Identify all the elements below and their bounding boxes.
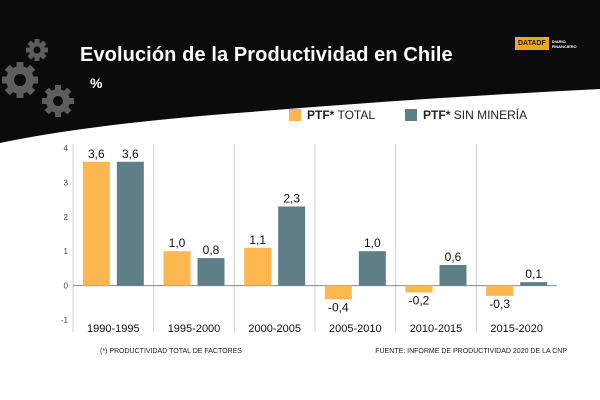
data-label: -0,4 <box>328 300 349 314</box>
data-label: 0,1 <box>525 267 542 281</box>
data-label: 3,6 <box>88 147 105 161</box>
gears-icon <box>2 39 74 117</box>
bar-sin-mineria <box>278 206 306 286</box>
data-label: 1,1 <box>249 233 266 247</box>
brand-mark: DATADF <box>515 37 549 50</box>
brand-logo: DATADF DIARIO FINANCIERO <box>515 37 578 50</box>
y-tick-label: -1 <box>61 316 69 325</box>
legend-item-total: PTF* TOTAL <box>289 108 375 122</box>
chart-legend: PTF* TOTAL PTF* SIN MINERÍA <box>289 108 557 122</box>
y-tick-label: 4 <box>64 144 69 153</box>
legend-prefix-total: PTF* <box>307 108 335 122</box>
legend-swatch-total <box>289 109 301 121</box>
bar-sin-mineria <box>116 161 144 286</box>
y-tick-label: 2 <box>64 213 69 222</box>
bar-sin-mineria <box>520 282 548 286</box>
y-tick-label: 1 <box>64 247 69 256</box>
banner-shape <box>0 0 600 143</box>
x-tick-label: 2000-2005 <box>248 323 301 335</box>
y-tick-label: 0 <box>64 282 69 291</box>
bar-sin-mineria <box>197 258 225 286</box>
x-tick-label: 1990-1995 <box>87 323 140 335</box>
bar-total <box>163 251 191 286</box>
y-tick-label: 3 <box>64 178 69 187</box>
data-label: 2,3 <box>283 191 300 205</box>
x-tick-label: 1995-2000 <box>168 323 221 335</box>
data-label: 0,6 <box>445 250 462 264</box>
data-label: -0,3 <box>489 297 510 311</box>
legend-swatch-sin-mineria <box>405 109 418 121</box>
legend-label-total: PTF* TOTAL <box>307 108 375 122</box>
bar-total <box>324 285 352 300</box>
bar-total <box>82 161 110 286</box>
brand-tagline: DIARIO FINANCIERO <box>551 38 577 49</box>
bar-total <box>244 247 272 286</box>
legend-label-sin-mineria: PTF* SIN MINERÍA <box>423 108 527 122</box>
bar-sin-mineria <box>358 251 386 286</box>
x-tick-label: 2005-2010 <box>329 323 382 335</box>
legend-name-sin-mineria: SIN MINERÍA <box>453 108 528 122</box>
bar-total <box>486 285 514 296</box>
legend-name-total: TOTAL <box>337 108 376 122</box>
x-tick-label: 2010-2015 <box>410 323 463 335</box>
source-note: FUENTE: INFORME DE PRODUCTIVIDAD 2020 DE… <box>375 348 567 355</box>
data-label: -0,2 <box>409 293 430 307</box>
data-label: 3,6 <box>122 147 139 161</box>
legend-prefix-sin-mineria: PTF* <box>423 108 451 122</box>
chart-subtitle: % <box>90 75 103 91</box>
footnote: (*) PRODUCTIVIDAD TOTAL DE FACTORES <box>100 348 242 355</box>
legend-item-sin-mineria: PTF* SIN MINERÍA <box>405 108 527 122</box>
data-label: 1,0 <box>169 236 186 250</box>
data-label: 1,0 <box>364 236 381 250</box>
chart-title: Evolución de la Productividad en Chile <box>80 44 453 66</box>
bar-sin-mineria <box>439 264 467 286</box>
x-tick-label: 2015-2020 <box>490 323 543 335</box>
bar-total <box>405 285 433 293</box>
data-label: 0,8 <box>203 243 220 257</box>
